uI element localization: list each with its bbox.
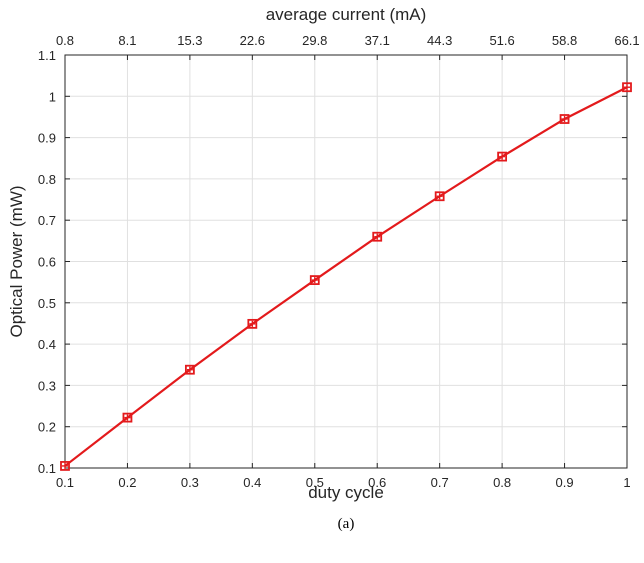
y-tick-label: 0.7 — [38, 213, 56, 228]
y-tick-label: 0.8 — [38, 172, 56, 187]
y-tick-label: 0.3 — [38, 378, 56, 393]
y-tick-label: 0.9 — [38, 131, 56, 146]
x2-tick-label: 0.8 — [56, 33, 74, 48]
data-point — [434, 191, 445, 202]
x-tick-label: 0.1 — [56, 475, 74, 490]
x-tick-label: 0.5 — [306, 475, 324, 490]
x-tick-label: 0.6 — [368, 475, 386, 490]
y-tick-label: 1 — [49, 89, 56, 104]
x2-tick-label: 51.6 — [489, 33, 514, 48]
y-tick-label: 0.6 — [38, 255, 56, 270]
x2-tick-label: 8.1 — [118, 33, 136, 48]
x-tick-label: 0.4 — [243, 475, 261, 490]
x2-tick-label: 29.8 — [302, 33, 327, 48]
data-point — [122, 412, 133, 423]
series-line — [64, 86, 628, 467]
data-point — [622, 82, 632, 93]
data-point — [372, 231, 383, 242]
y-axis-title: Optical Power (mW) — [7, 185, 26, 337]
data-point — [247, 318, 258, 329]
x-tick-label: 0.7 — [431, 475, 449, 490]
data-point — [309, 275, 320, 285]
series — [60, 82, 632, 471]
x-tick-label: 1 — [623, 475, 630, 490]
grid — [64, 54, 628, 469]
figure-caption: (a) — [338, 516, 355, 532]
y-tick-label: 0.5 — [38, 296, 56, 311]
data-point — [497, 151, 508, 162]
data-point — [559, 114, 570, 124]
data-point — [184, 364, 195, 375]
x2-axis-title: average current (mA) — [266, 5, 427, 24]
x2-tick-label: 37.1 — [365, 33, 390, 48]
x2-tick-label: 22.6 — [240, 33, 265, 48]
x2-tick-label: 44.3 — [427, 33, 452, 48]
x-tick-label: 0.9 — [556, 475, 574, 490]
x2-tick-label: 66.1 — [614, 33, 639, 48]
x-tick-label: 0.8 — [493, 475, 511, 490]
x-tick-label: 0.3 — [181, 475, 199, 490]
y-tick-label: 0.1 — [38, 461, 56, 476]
x2-tick-label: 58.8 — [552, 33, 577, 48]
y-tick-label: 0.4 — [38, 337, 56, 352]
y-tick-label: 1.1 — [38, 48, 56, 63]
x-tick-label: 0.2 — [118, 475, 136, 490]
x2-tick-label: 15.3 — [177, 33, 202, 48]
x-axis-title: duty cycle — [308, 483, 384, 502]
data-point — [60, 461, 70, 471]
y-tick-label: 0.2 — [38, 420, 56, 435]
ticks: 0.1 0.8 0.2 8.1 0.3 15.3 0.4 22.6 0.5 29.8 0.6 37.1… — [38, 33, 640, 490]
